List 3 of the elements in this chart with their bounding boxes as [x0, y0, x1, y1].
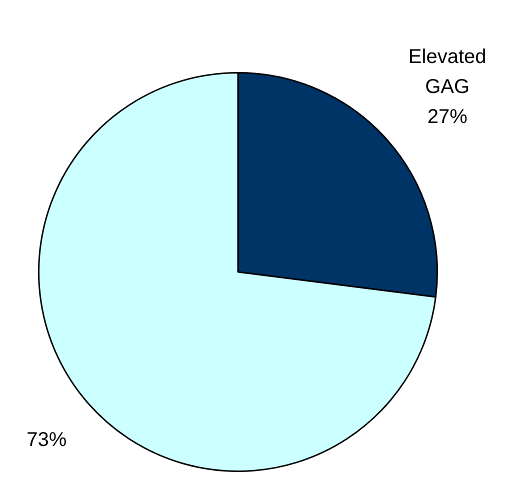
data-label: 73% [26, 429, 67, 452]
data-label: 27% [427, 106, 468, 128]
slice-label: Elevated GAG [408, 46, 486, 98]
